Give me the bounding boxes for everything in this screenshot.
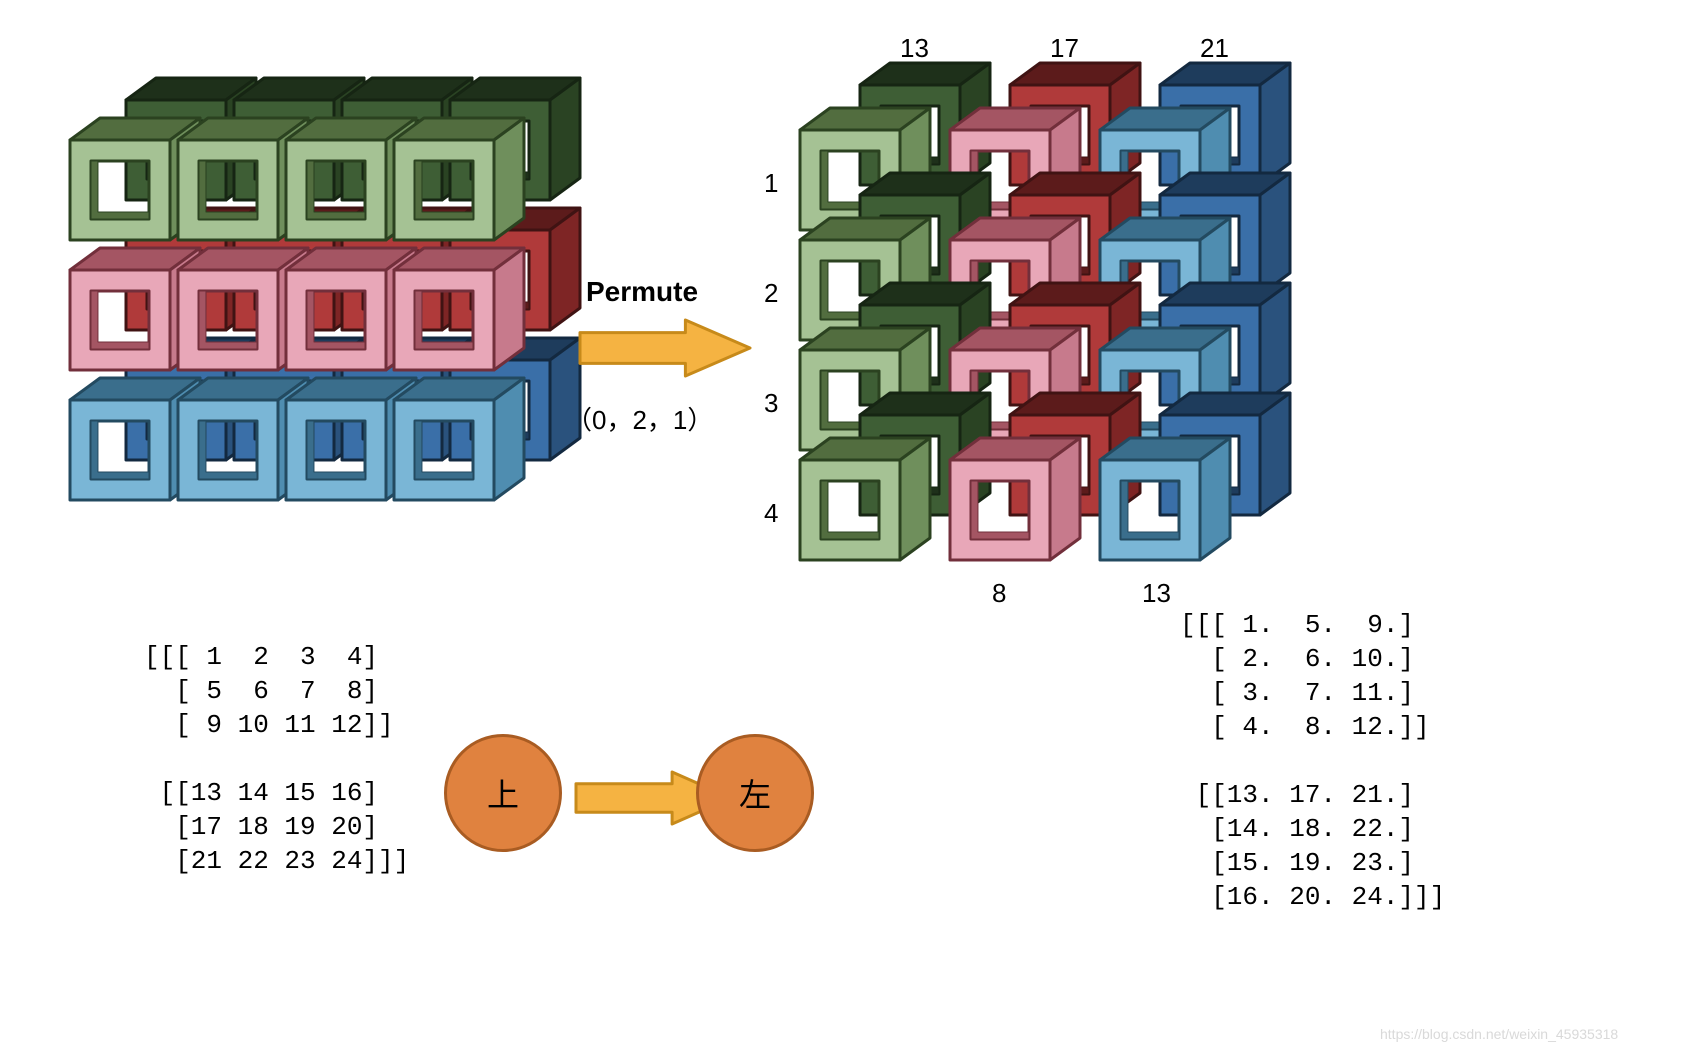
- left-cube-r0-c3-d0-right: [494, 378, 524, 500]
- right-toplabel-2: 21: [1200, 33, 1229, 64]
- right-cube-r3-c1-d0-right: [1050, 438, 1080, 560]
- permute-label: Permute: [586, 276, 698, 308]
- right-bottomlabel-0: 8: [992, 578, 1006, 609]
- left-cube-r1-c0-d0-front: [70, 270, 170, 370]
- right-rowlabel-3: 4: [764, 498, 778, 529]
- right-cube-r3-c1-d0-front: [950, 460, 1050, 560]
- permute-arrow: [580, 320, 750, 376]
- left-cube-r0-c3-d1-right: [550, 338, 580, 460]
- watermark: https://blog.csdn.net/weixin_45935318: [1380, 1026, 1618, 1042]
- circle-left: 上: [444, 734, 562, 852]
- right-tensor-code: [[[ 1. 5. 9.] [ 2. 6. 10.] [ 3. 7. 11.] …: [1180, 608, 1445, 914]
- right-toplabel-1: 17: [1050, 33, 1079, 64]
- right-rowlabel-2: 3: [764, 388, 778, 419]
- right-cube-r0-c2-d1-right: [1260, 63, 1290, 185]
- right-cube-r2-c2-d1-right: [1260, 283, 1290, 405]
- right-cube-r1-c2-d1-right: [1260, 173, 1290, 295]
- circle-right: 左: [696, 734, 814, 852]
- right-toplabel-0: 13: [900, 33, 929, 64]
- left-cube-r1-c3-d0-right: [494, 248, 524, 370]
- right-rowlabel-1: 2: [764, 278, 778, 309]
- left-cube-r1-c3-d1-right: [550, 208, 580, 330]
- right-bottomlabel-1: 13: [1142, 578, 1171, 609]
- right-cube-r3-c0-d0-front: [800, 460, 900, 560]
- left-tensor-code: [[[ 1 2 3 4] [ 5 6 7 8] [ 9 10 11 12]] […: [144, 640, 409, 878]
- right-cube-r3-c0-d0-right: [900, 438, 930, 560]
- left-cube-r2-c3-d0-right: [494, 118, 524, 240]
- permute-params: （0，2，1）: [566, 400, 713, 437]
- left-cube-r2-c3-d1-right: [550, 78, 580, 200]
- right-rowlabel-0: 1: [764, 168, 778, 199]
- right-cube-r3-c2-d0-front: [1100, 460, 1200, 560]
- right-cube-r3-c2-d1-right: [1260, 393, 1290, 515]
- left-cube-r0-c0-d0-front: [70, 400, 170, 500]
- left-cube-r2-c0-d0-front: [70, 140, 170, 240]
- right-cube-r3-c2-d0-right: [1200, 438, 1230, 560]
- diagram-root: 1 2 3 4 13 17 21 8 13 Permute （0，2，1） 上 左 [[[ 1 2 3 4…: [0, 0, 1686, 1046]
